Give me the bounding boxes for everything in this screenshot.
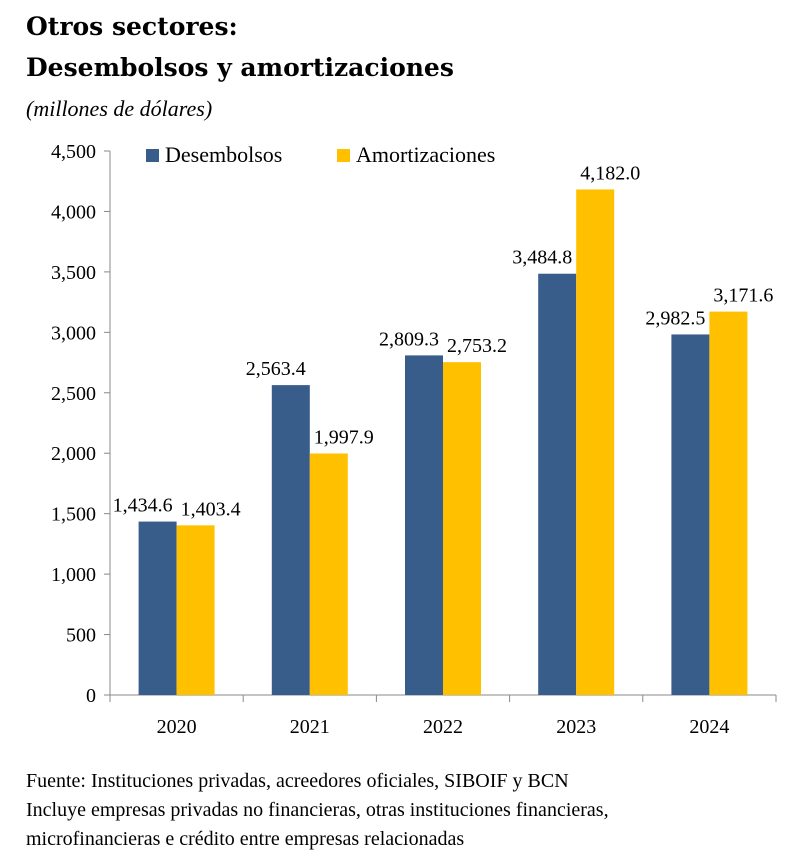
y-axis: 0 500 1,000 1,500 2,000 2,500 3,000 3,500 4,000 4…	[51, 141, 111, 707]
bar-desembolsos	[671, 334, 710, 695]
y-tick-label: 3,500	[51, 262, 96, 284]
legend: Desembolsos Amortizaciones	[146, 142, 495, 167]
legend-label-desembolsos: Desembolsos	[165, 142, 282, 167]
x-tick-label: 2023	[556, 716, 596, 738]
x-tick-label: 2022	[423, 716, 463, 738]
bar-amortizaciones	[176, 525, 215, 695]
x-tick-label: 2024	[689, 716, 729, 738]
data-label-desembolsos: 3,484.8	[512, 247, 572, 269]
bar-amortizaciones	[443, 362, 481, 695]
bar-amortizaciones	[709, 311, 748, 695]
legend-label-amortizaciones: Amortizaciones	[356, 142, 495, 167]
x-tick-label: 2020	[157, 716, 197, 738]
y-tick-label: 1,000	[51, 564, 96, 586]
chart-title-line2: Desembolsos y amortizaciones	[26, 53, 454, 82]
footnote-line1: Incluye empresas privadas no financieras…	[26, 799, 609, 821]
chart-subtitle: (millones de dólares)	[26, 96, 213, 121]
data-label-amortizaciones: 1,997.9	[314, 426, 374, 448]
data-labels: 1,434.6 1,403.4 2,563.4 1,997.9 2,809.3 2,753…	[113, 162, 774, 520]
chart-title-line1: Otros sectores:	[26, 12, 238, 41]
bar-desembolsos	[538, 273, 577, 695]
x-tick-label: 2021	[290, 716, 330, 738]
x-axis: 2020 2021 2022 2023 2024	[109, 694, 777, 738]
y-tick-label: 2,500	[51, 383, 96, 405]
legend-swatch-amortizaciones	[337, 149, 350, 162]
data-label-amortizaciones: 2,753.2	[447, 335, 507, 357]
bar-desembolsos	[405, 355, 443, 695]
y-tick-label: 4,500	[51, 141, 96, 163]
bars	[138, 189, 748, 695]
data-label-desembolsos: 1,434.6	[113, 495, 173, 517]
bar-desembolsos	[138, 521, 177, 695]
data-label-desembolsos: 2,563.4	[246, 358, 306, 380]
data-label-amortizaciones: 1,403.4	[181, 498, 241, 520]
y-tick-label: 0	[86, 685, 96, 707]
bar-desembolsos	[271, 385, 310, 695]
y-tick-label: 500	[66, 625, 96, 647]
y-tick-label: 3,000	[51, 322, 96, 344]
legend-swatch-desembolsos	[146, 149, 159, 162]
data-label-desembolsos: 2,982.5	[645, 307, 705, 329]
bar-chart: 0 500 1,000 1,500 2,000 2,500 3,000 3,500 4,000 4…	[51, 141, 777, 738]
y-tick-label: 4,000	[51, 201, 96, 223]
y-tick-label: 2,000	[51, 443, 96, 465]
data-label-amortizaciones: 3,171.6	[713, 285, 773, 307]
data-label-desembolsos: 2,809.3	[379, 328, 439, 350]
source-note: Fuente: Instituciones privadas, acreedor…	[26, 770, 569, 792]
bar-amortizaciones	[576, 189, 615, 695]
y-tick-label: 1,500	[51, 504, 96, 526]
data-label-amortizaciones: 4,182.0	[580, 162, 640, 184]
footnote-line2: microfinancieras e crédito entre empresa…	[26, 828, 465, 850]
bar-amortizaciones	[309, 453, 348, 695]
